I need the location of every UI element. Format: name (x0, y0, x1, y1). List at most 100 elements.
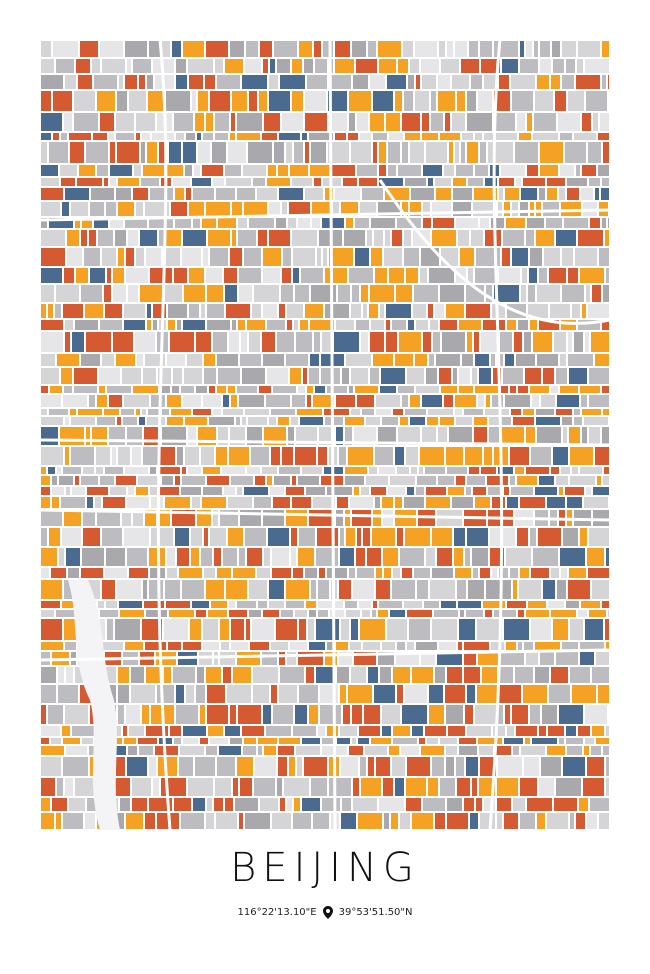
city-block (41, 580, 62, 599)
city-block (422, 395, 442, 407)
city-block (242, 75, 267, 89)
city-block (140, 230, 157, 246)
city-block (143, 368, 156, 384)
city-block (68, 568, 79, 578)
city-block (489, 417, 499, 425)
city-block (182, 467, 186, 474)
city-block (355, 386, 378, 393)
city-block (404, 91, 413, 111)
city-block (119, 75, 123, 89)
city-block (166, 165, 183, 176)
city-block (145, 642, 166, 650)
city-block (126, 813, 143, 829)
city-block (589, 427, 600, 445)
city-block (464, 667, 480, 683)
city-block (501, 417, 511, 425)
city-block (524, 757, 539, 776)
city-block (132, 447, 141, 465)
city-block (462, 133, 473, 140)
city-block (339, 580, 351, 599)
city-block (388, 165, 396, 176)
city-block (41, 354, 55, 366)
city-block (65, 417, 69, 425)
city-block (196, 332, 211, 352)
city-block (168, 304, 187, 318)
city-block (390, 610, 405, 617)
city-block (358, 813, 382, 829)
city-block (445, 685, 465, 703)
city-block (237, 601, 256, 608)
city-block (433, 332, 440, 352)
city-block (254, 778, 275, 796)
city-block (168, 320, 175, 330)
city-block (544, 248, 560, 266)
city-block (328, 142, 349, 163)
city-block (464, 652, 476, 665)
city-block (606, 268, 609, 283)
city-block (373, 354, 393, 366)
city-block (292, 230, 317, 246)
city-block (438, 476, 454, 485)
city-block (65, 320, 73, 330)
city-block (459, 368, 470, 384)
city-block (125, 467, 148, 474)
city-block (310, 165, 330, 176)
city-block (149, 580, 163, 599)
city-block (213, 178, 224, 186)
city-block (531, 447, 551, 465)
city-block (348, 447, 373, 465)
city-block (353, 778, 359, 796)
city-block (560, 354, 566, 366)
city-block (393, 738, 417, 744)
city-block (213, 332, 227, 352)
city-block (499, 178, 514, 186)
city-block (467, 685, 475, 703)
city-block (513, 580, 517, 599)
city-block (335, 133, 346, 140)
city-block (395, 778, 404, 796)
city-block (286, 580, 309, 599)
city-block (56, 610, 78, 617)
city-block (530, 320, 537, 330)
city-block (521, 746, 545, 755)
city-block (243, 165, 266, 176)
city-block (414, 568, 430, 578)
city-block (366, 476, 388, 485)
city-block (556, 230, 576, 246)
city-block (233, 667, 251, 683)
city-block (225, 165, 241, 176)
city-block (239, 268, 261, 283)
city-block (253, 667, 278, 683)
city-block (41, 202, 60, 216)
city-block (405, 133, 420, 140)
city-block (506, 642, 516, 650)
city-block (81, 476, 98, 485)
city-block (555, 91, 566, 111)
city-block (207, 304, 224, 318)
city-block (64, 510, 81, 526)
city-block (305, 113, 327, 131)
city-block (469, 467, 479, 474)
city-block (393, 726, 410, 736)
city-block (272, 568, 291, 578)
city-block (307, 395, 311, 407)
city-block (71, 447, 94, 465)
city-block (420, 268, 427, 283)
city-block (180, 746, 204, 755)
city-block (278, 165, 288, 176)
city-block (61, 368, 72, 384)
city-block (291, 528, 297, 546)
city-block (605, 230, 609, 246)
city-block (602, 218, 606, 228)
city-block (41, 41, 51, 57)
city-block (167, 548, 175, 566)
city-block (335, 59, 354, 73)
city-block (82, 738, 93, 744)
city-block (262, 133, 277, 140)
city-block (520, 778, 537, 796)
city-block (319, 568, 325, 578)
city-block (122, 368, 141, 384)
city-block (41, 332, 63, 352)
city-block (318, 447, 327, 465)
city-block (84, 248, 100, 266)
